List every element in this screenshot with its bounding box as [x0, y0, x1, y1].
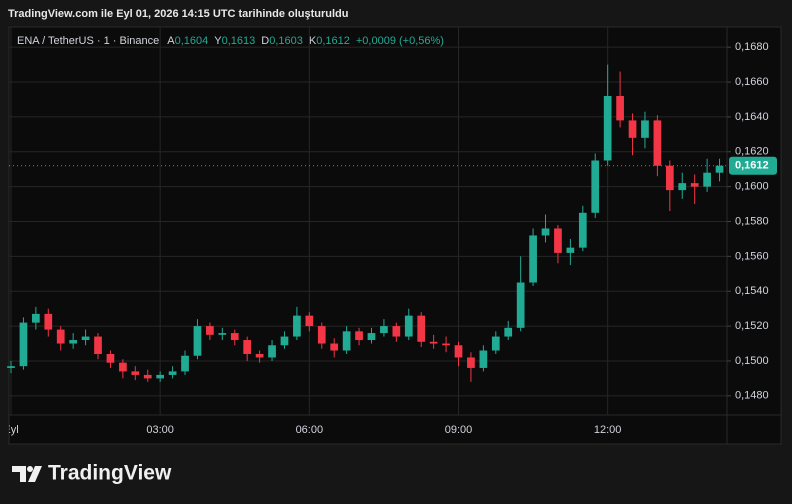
candle-body: [230, 333, 239, 341]
y-tick-label: 0,1600: [735, 181, 769, 193]
legend-value: 0,1603: [269, 35, 303, 47]
candle-body: [380, 326, 388, 334]
candle-body: [690, 183, 699, 187]
candle-body: [280, 336, 289, 346]
y-tick-label: 0,1680: [735, 41, 769, 53]
candle-body: [392, 326, 401, 337]
candle-body: [367, 333, 376, 341]
candle-body: [81, 336, 90, 341]
legend-label: D: [261, 35, 269, 47]
logo: TradingView: [12, 462, 172, 485]
last-price-label: 0,1612: [735, 160, 769, 172]
candle-body: [665, 165, 674, 191]
candle-body: [541, 228, 550, 236]
candle-body: [56, 329, 65, 344]
candle-body: [355, 331, 363, 341]
candle-body: [143, 374, 152, 379]
candle-body: [529, 235, 537, 283]
y-tick-label: 0,1620: [735, 146, 769, 158]
candle-body: [467, 357, 475, 368]
candle-body: [305, 315, 314, 327]
y-tick-label: 0,1500: [735, 355, 769, 367]
candle-body: [44, 313, 53, 330]
candle-body: [429, 341, 438, 344]
candle-body: [516, 282, 525, 328]
candle-body: [255, 353, 264, 358]
candle-body: [206, 326, 214, 335]
y-tick-label: 0,1480: [735, 390, 769, 402]
candle-body: [218, 333, 227, 335]
y-tick-label: 0,1640: [735, 111, 769, 123]
candle-body: [342, 331, 351, 351]
logo-icon: [27, 466, 33, 472]
candle-body: [628, 120, 637, 138]
candle-body: [591, 160, 600, 213]
candle-body: [715, 165, 724, 173]
candle-body: [243, 340, 252, 354]
candle-body: [417, 315, 426, 342]
candle-body: [131, 371, 140, 375]
candle-body: [293, 315, 301, 337]
x-tick-label: 03:00: [146, 424, 174, 436]
candle-body: [19, 322, 28, 367]
legend-change: +0,0009 (+0,56%): [356, 35, 444, 47]
candle-body: [603, 95, 612, 161]
candle-body: [168, 371, 177, 375]
candle-body: [193, 326, 202, 356]
candle-body: [454, 345, 463, 358]
candle-body: [330, 343, 339, 351]
legend-label: K: [309, 35, 317, 47]
candle-body: [268, 345, 276, 358]
candle-body: [653, 120, 662, 166]
candle-body: [317, 326, 326, 344]
candle-body: [156, 374, 165, 379]
legend-label: A: [167, 35, 175, 47]
chart-panel: [8, 26, 782, 445]
candle-body: [106, 353, 115, 363]
legend-symbol: ENA / TetherUS · 1 · Binance: [17, 35, 159, 47]
logo-icon: [12, 466, 26, 482]
x-tick-label: Eyl: [3, 424, 18, 436]
candle-body: [442, 343, 450, 346]
x-axis: Eyl 03:00 06:00 09:00 12:00: [3, 424, 622, 436]
legend-value: 0,1604: [175, 35, 209, 47]
legend-value: 0,1612: [316, 35, 350, 47]
candle-body: [504, 327, 513, 337]
candle-body: [491, 336, 500, 351]
candle-body: [32, 313, 40, 323]
y-tick-label: 0,1540: [735, 285, 769, 297]
candle-body: [703, 172, 711, 187]
candle-body: [578, 212, 587, 248]
legend: ENA / TetherUS · 1 · Binance A0,1604 Y0,16…: [17, 35, 444, 47]
candle-body: [616, 95, 624, 121]
x-tick-label: 09:00: [445, 424, 473, 436]
candle-body: [554, 228, 562, 253]
candle-body: [69, 340, 78, 344]
candle-body: [641, 120, 649, 138]
logo-icon: [28, 466, 42, 482]
x-tick-label: 12:00: [594, 424, 622, 436]
footer-logo-text: TradingView: [48, 462, 172, 485]
candle-body: [94, 336, 102, 354]
header: TradingView.com ile Eyl 01, 2026 14:15 U…: [8, 8, 349, 20]
y-tick-label: 0,1520: [735, 320, 769, 332]
candle-body: [479, 350, 488, 368]
candle-body: [119, 362, 127, 372]
legend-label: Y: [214, 35, 222, 47]
candle-body: [678, 183, 687, 191]
candle-body: [181, 355, 189, 372]
candle-body: [7, 366, 15, 368]
candle-body: [566, 247, 575, 253]
y-tick-label: 0,1580: [735, 215, 769, 227]
x-tick-label: 06:00: [296, 424, 324, 436]
last-price-tag: [729, 156, 777, 175]
legend-value: 0,1613: [222, 35, 256, 47]
y-tick-label: 0,1660: [735, 76, 769, 88]
y-tick-label: 0,1560: [735, 250, 769, 262]
candle-body: [404, 315, 413, 337]
